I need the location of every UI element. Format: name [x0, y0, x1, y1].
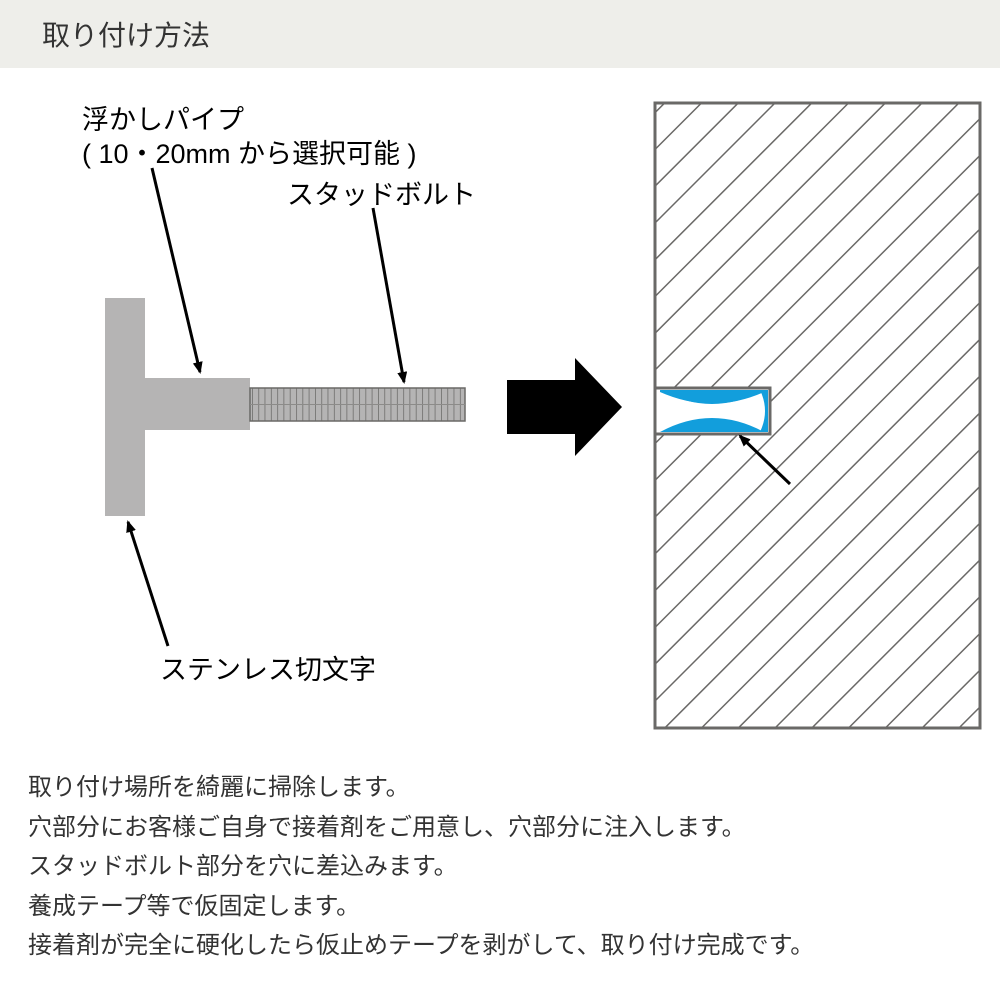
instruction-line-1: 取り付け場所を綺麗に掃除します。: [28, 768, 972, 808]
letter-callout-arrow: [128, 522, 168, 646]
bolt-shape: [250, 388, 465, 421]
instruction-line-4: 養成テープ等で仮固定します。: [28, 887, 972, 927]
hole: [655, 388, 770, 434]
big-arrow-icon: [507, 358, 622, 456]
diagram-area: 浮かしパイプ ( 10・20mm から選択可能 ) スタッドボルト ステンレス切…: [0, 68, 1000, 768]
instruction-line-5: 接着剤が完全に硬化したら仮止めテープを剥がして、取り付け完成です。: [28, 926, 972, 966]
header-bar: 取り付け方法: [0, 0, 1000, 68]
instruction-line-2: 穴部分にお客様ご自身で接着剤をご用意し、穴部分に注入します。: [28, 808, 972, 848]
diagram-svg: [0, 68, 1000, 768]
pipe-callout-arrow: [152, 168, 200, 372]
header-title: 取り付け方法: [42, 14, 210, 54]
instructions: 取り付け場所を綺麗に掃除します。 穴部分にお客様ご自身で接着剤をご用意し、穴部分…: [0, 768, 1000, 966]
pipe-shape: [145, 378, 250, 430]
stud-callout-arrow: [373, 208, 404, 382]
plate-shape: [105, 298, 145, 516]
instruction-line-3: スタッドボルト部分を穴に差込みます。: [28, 847, 972, 887]
